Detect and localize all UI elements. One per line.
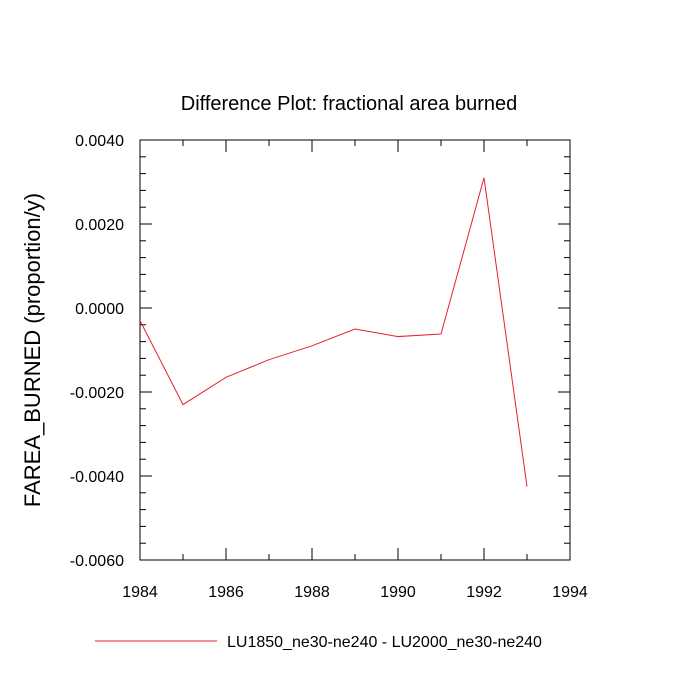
legend: LU1850_ne30-ne240 - LU2000_ne30-ne240 xyxy=(95,634,542,651)
legend-label: LU1850_ne30-ne240 - LU2000_ne30-ne240 xyxy=(227,634,542,651)
y-tick-label: 0.0020 xyxy=(75,217,124,234)
plot-frame xyxy=(139,139,571,561)
x-tick-label: 1988 xyxy=(294,584,330,601)
axis-ticks xyxy=(139,139,571,561)
series-line xyxy=(139,177,528,487)
x-tick-label: 1992 xyxy=(466,584,502,601)
x-tick-label: 1990 xyxy=(380,584,416,601)
series-layer xyxy=(139,177,528,487)
y-tick-label: -0.0020 xyxy=(70,385,124,402)
x-tick-label: 1994 xyxy=(552,584,588,601)
y-tick-label: -0.0040 xyxy=(70,469,124,486)
y-axis-label: FAREA_BURNED (proportion/y) xyxy=(20,193,45,507)
y-tick-label: 0.0000 xyxy=(75,301,124,318)
x-tick-label: 1984 xyxy=(122,584,158,601)
y-tick-label: 0.0040 xyxy=(75,133,124,150)
chart-title: Difference Plot: fractional area burned xyxy=(181,93,518,115)
y-tick-label: -0.0060 xyxy=(70,553,124,570)
tick-labels: 1984 1986 1988 1990 1992 1994 -0.0060 -0.0040 -0… xyxy=(70,133,588,601)
x-tick-label: 1986 xyxy=(208,584,244,601)
